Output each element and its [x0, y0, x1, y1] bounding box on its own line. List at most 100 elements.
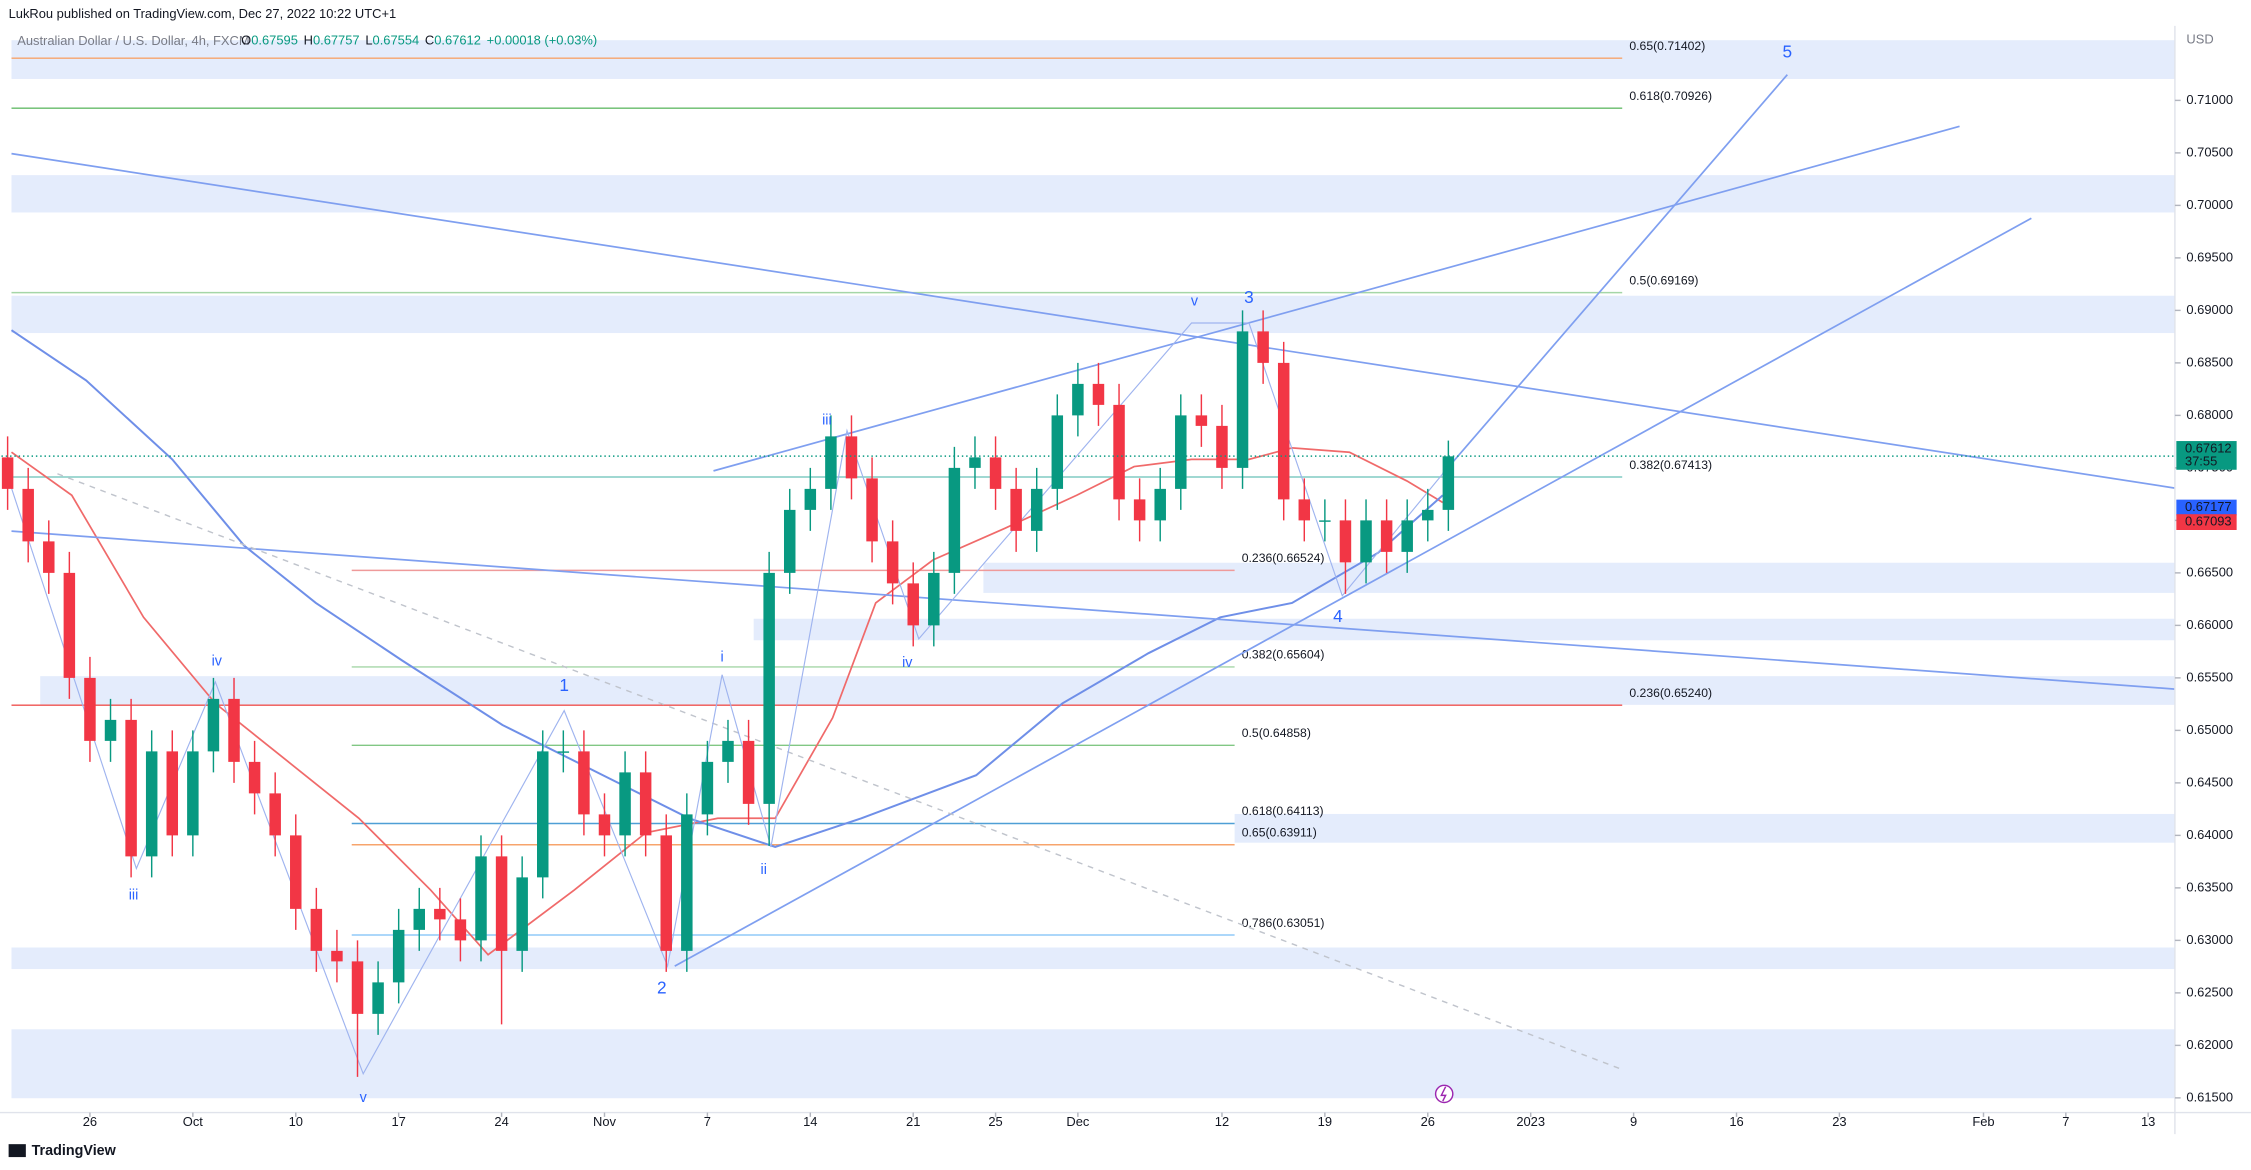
candle-body	[310, 908, 323, 951]
candle-body	[804, 488, 817, 510]
x-tick-label: 14	[803, 1114, 817, 1129]
x-tick-label: 26	[83, 1114, 97, 1129]
wave-label: 2	[657, 978, 667, 998]
candle-body	[228, 698, 240, 762]
wave-label: iii	[822, 412, 832, 428]
fib-label: 0.65(0.71402)	[1629, 39, 1705, 53]
candle-body	[1154, 488, 1166, 521]
y-tick-label: 0.70000	[2186, 197, 2233, 212]
candle-body	[989, 457, 1002, 489]
candle-body	[248, 761, 261, 794]
price-tag	[2176, 514, 2237, 530]
candle-body	[578, 751, 590, 815]
candle-body	[907, 583, 919, 626]
candle-body	[845, 436, 858, 479]
candle-body	[145, 751, 158, 857]
candle-body	[434, 908, 446, 920]
candle-body	[969, 457, 981, 468]
x-tick-label: 7	[2062, 1114, 2069, 1129]
x-tick-label: 19	[1318, 1114, 1332, 1129]
candle-body	[619, 772, 631, 836]
fib-label: 0.382(0.67413)	[1629, 458, 1712, 472]
candle-body	[701, 761, 714, 815]
candle-body	[207, 698, 220, 752]
x-tick-label: 21	[906, 1114, 920, 1129]
currency: USD	[2186, 32, 2213, 47]
zones	[11, 40, 2175, 1099]
candle-body	[1072, 383, 1084, 416]
candle-body	[454, 919, 467, 941]
candle-body	[1442, 456, 1455, 510]
candle-body	[1175, 415, 1187, 489]
candle-body	[372, 982, 384, 1014]
candle-body	[1236, 331, 1249, 468]
wave-label: iii	[129, 888, 139, 904]
wave-label: 5	[1783, 42, 1793, 62]
candle-body	[413, 908, 425, 930]
candle-body	[681, 814, 693, 951]
candle-body	[269, 793, 281, 836]
x-tick-label: 2023	[1516, 1114, 1545, 1129]
candle-body	[598, 814, 611, 836]
wave-label: 1	[559, 675, 569, 695]
brand: TradingView	[32, 1143, 117, 1159]
candle-body	[475, 856, 487, 941]
fib-label: 0.5(0.69169)	[1629, 273, 1698, 287]
candle-body	[290, 835, 302, 909]
x-tick-label: 13	[2141, 1114, 2155, 1129]
candle-body	[166, 751, 179, 836]
fib-label: 0.618(0.70926)	[1629, 89, 1712, 103]
y-tick-label: 0.69500	[2186, 249, 2233, 264]
fib-label: 0.5(0.64858)	[1242, 726, 1311, 740]
candle-body	[1277, 362, 1290, 500]
candle-body	[1422, 509, 1434, 521]
footer: TradingView	[8, 1143, 117, 1159]
price-tag-countdown: 37:55	[2185, 453, 2217, 468]
fib-label: 0.618(0.64113)	[1242, 804, 1324, 818]
wave-label: i	[721, 649, 724, 665]
fib-label: 0.236(0.65240)	[1629, 686, 1712, 700]
y-tick-label: 0.68000	[2186, 407, 2233, 422]
y-tick-label: 0.69000	[2186, 302, 2233, 317]
x-tick-label: Nov	[593, 1114, 616, 1129]
y-tick-label: 0.68500	[2186, 354, 2233, 369]
candle-body	[63, 572, 76, 678]
wave-label: iv	[212, 654, 223, 670]
wave-label: ii	[761, 862, 767, 878]
candle-body	[187, 751, 199, 836]
x-tick-label: 12	[1215, 1114, 1229, 1129]
candle-body	[783, 509, 796, 573]
candle-body	[1380, 520, 1393, 552]
y-tick-label: 0.61500	[2186, 1089, 2233, 1104]
candle-body	[1113, 404, 1125, 500]
wave-label: v	[1191, 293, 1199, 309]
candle-body	[1030, 488, 1043, 531]
x-tick-label: 7	[704, 1114, 711, 1129]
price-tag-label: 0.67612	[2185, 440, 2232, 455]
candle-body	[639, 772, 652, 836]
y-tick-label: 0.66500	[2186, 564, 2233, 579]
candle-body	[1195, 415, 1208, 426]
symbol: Australian Dollar / U.S. Dollar, 4h, FXC…	[17, 33, 249, 48]
x-tick-label: 16	[1729, 1114, 1743, 1129]
candle-body	[1133, 499, 1146, 521]
candle-body	[516, 877, 528, 951]
candle-body	[392, 929, 405, 983]
wave-label: iv	[902, 655, 913, 671]
candle-body	[1216, 425, 1228, 468]
candle-body	[1298, 499, 1311, 521]
candle-body	[1319, 520, 1331, 522]
candle-body	[825, 436, 837, 489]
candle-body	[1051, 415, 1064, 489]
candle-body	[557, 751, 570, 753]
candle-body	[1360, 520, 1372, 563]
candle-body	[331, 950, 343, 962]
x-tick-label: 9	[1630, 1114, 1637, 1129]
x-tick-label: 10	[289, 1114, 303, 1129]
x-tick-label: Dec	[1066, 1114, 1089, 1129]
event-icon[interactable]	[1434, 1084, 1454, 1104]
candle-body	[537, 751, 549, 878]
wave-label: 4	[1333, 606, 1343, 626]
x-tick-label: 25	[988, 1114, 1002, 1129]
